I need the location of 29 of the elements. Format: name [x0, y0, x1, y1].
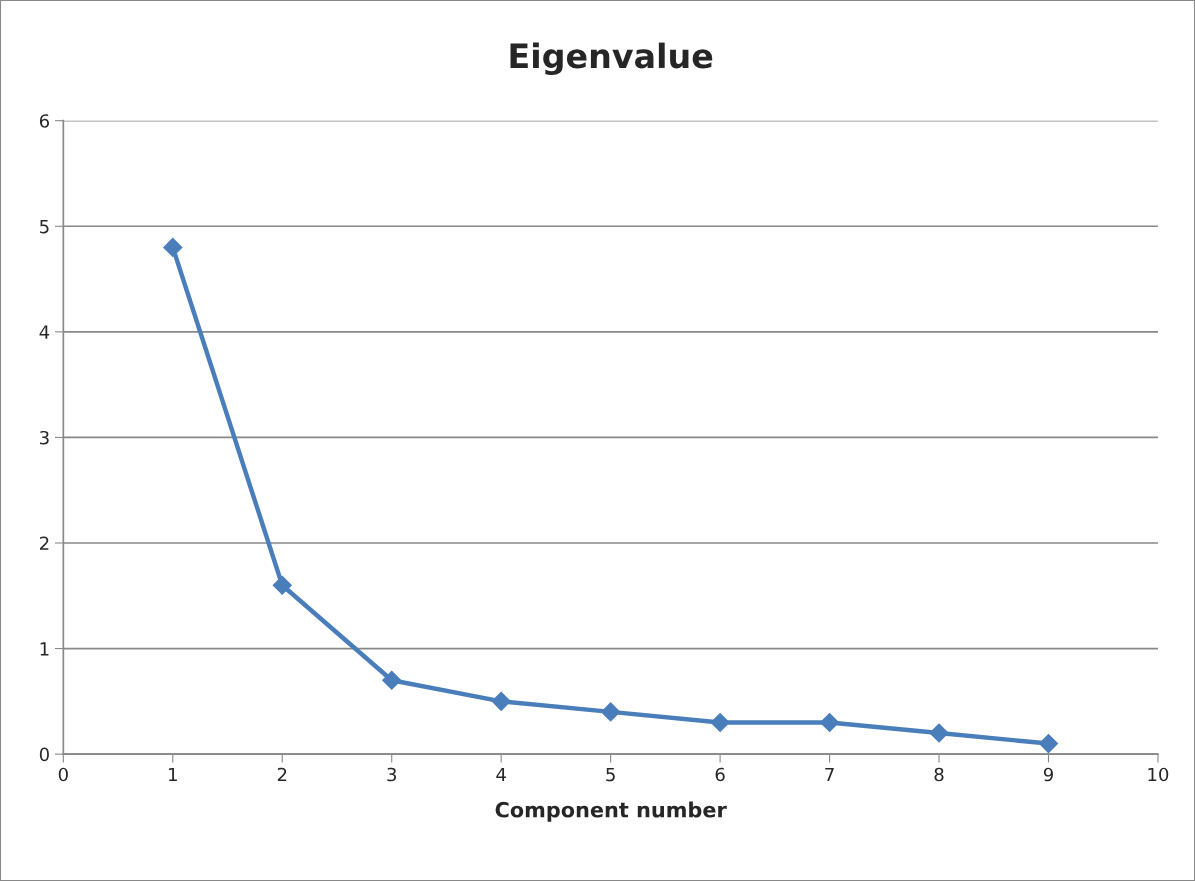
x-tick-label: 4 [496, 767, 506, 782]
x-tick-label: 2 [277, 767, 287, 782]
point [820, 712, 840, 732]
y-tick-label: 6 [39, 114, 49, 128]
y-tick-label: 0 [39, 747, 49, 762]
x-tick-label: 7 [825, 767, 834, 782]
x-tick-label: 8 [934, 767, 944, 782]
point [491, 691, 511, 711]
x-tick-label: 10 [1148, 767, 1169, 782]
x-tick-label: 5 [606, 767, 615, 782]
point [163, 237, 183, 257]
x-tick-label: 3 [387, 767, 397, 782]
y-tick-label: 4 [39, 325, 50, 339]
x-tick-label: 6 [715, 767, 725, 782]
point [382, 670, 402, 690]
point [929, 723, 949, 743]
x-tick-label: 0 [58, 767, 68, 782]
point [1038, 734, 1059, 754]
point [272, 575, 292, 595]
y-tick-label: 3 [40, 430, 49, 445]
chart-title: Eigenvalue [510, 42, 713, 76]
x-axis-title: Component number [495, 801, 727, 822]
y-tick-label: 5 [40, 219, 49, 234]
point [710, 712, 730, 732]
y-tick-label: 2 [39, 536, 49, 550]
y-tick-label: 1 [40, 642, 49, 656]
x-tick-label: 9 [1043, 767, 1053, 782]
point [601, 702, 621, 722]
x-tick-label: 1 [169, 767, 177, 782]
